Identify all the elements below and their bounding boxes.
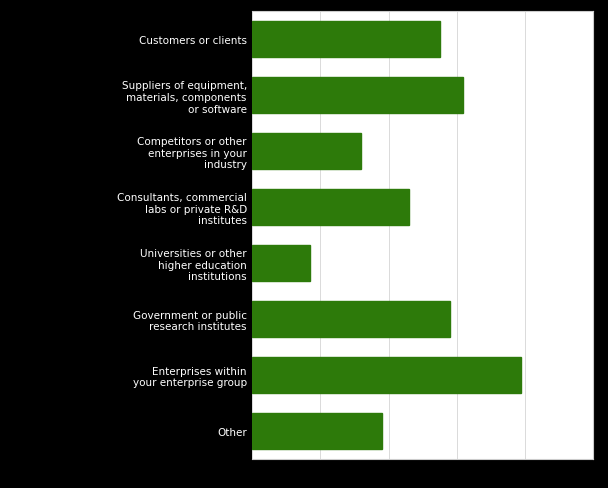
Bar	[252, 134, 361, 170]
Bar	[252, 22, 440, 58]
Bar	[252, 357, 521, 393]
Bar	[252, 78, 463, 114]
Bar	[252, 189, 409, 225]
Bar	[252, 301, 450, 337]
Bar	[252, 245, 310, 282]
Bar	[252, 413, 382, 449]
